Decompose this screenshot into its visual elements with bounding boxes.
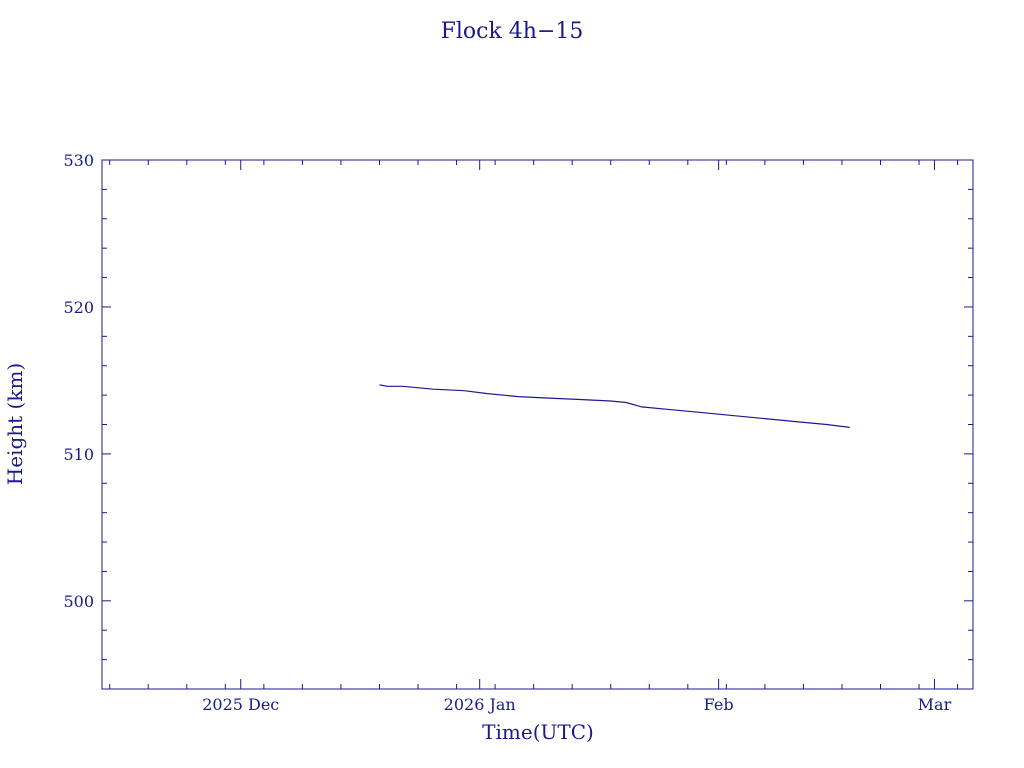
y-axis-label: Height (km) [3,363,27,485]
plot-frame [101,159,974,690]
x-axis-label: Time(UTC) [482,720,594,744]
chart-title: Flock 4h−15 [441,19,584,44]
x-tick-label: Feb [704,695,734,714]
y-tick-label: 530 [63,151,94,170]
y-axis-ticks: 500 510 520 530 [63,151,973,690]
x-tick-label: Mar [918,695,952,714]
x-axis-ticks: 2025 Dec 2026 Jan Feb Mar [109,160,959,714]
series-line [379,384,850,428]
x-tick-label: 2025 Dec [202,695,279,714]
y-tick-label: 500 [63,592,94,611]
x-tick-label: 2026 Jan [444,695,516,714]
series-layer [379,384,850,428]
y-tick-label: 520 [63,298,94,317]
y-tick-label: 510 [63,445,94,464]
